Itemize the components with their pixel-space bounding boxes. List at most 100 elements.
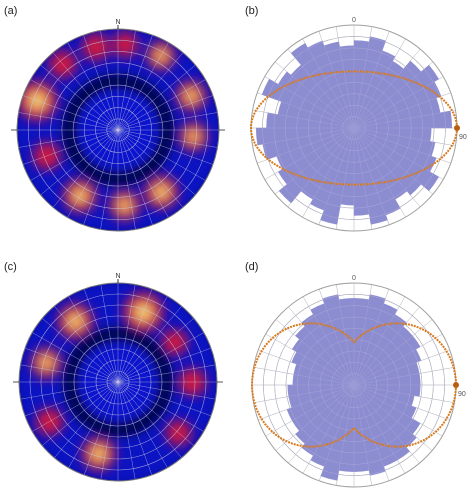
grid-radial bbox=[100, 30, 119, 131]
rose-wedge bbox=[353, 127, 388, 225]
grid-radial bbox=[117, 364, 216, 383]
fit-curve bbox=[249, 70, 458, 186]
panel-d: (d) 0 90 bbox=[237, 250, 474, 500]
rose-grid-overlay-radial bbox=[337, 384, 355, 476]
rose-grid-overlay-radial bbox=[266, 127, 355, 160]
grid-radial bbox=[117, 381, 204, 432]
grid-radial bbox=[40, 129, 119, 196]
grid-radial bbox=[42, 318, 119, 383]
rose-grid-overlay-radial bbox=[353, 353, 441, 386]
panel-label: (c) bbox=[4, 261, 17, 273]
rose-grid-overlay-radial bbox=[266, 96, 355, 129]
rose-grid-overlay-radial bbox=[353, 68, 426, 129]
rose-wedge bbox=[322, 294, 355, 386]
grid-radial bbox=[20, 381, 119, 400]
grid-radial bbox=[117, 129, 218, 148]
angle-label-90: 90 bbox=[458, 391, 466, 398]
panel-label: (d) bbox=[245, 261, 259, 273]
rose-grid-overlay-radial bbox=[263, 368, 355, 386]
rose-grid-overlay-radial bbox=[322, 298, 355, 386]
grid-radial bbox=[52, 52, 119, 131]
rose-grid-overlay-radial bbox=[307, 384, 355, 465]
rose-grid-overlay-radial bbox=[353, 127, 435, 175]
grid-radial bbox=[117, 381, 168, 468]
rose-grid-overlay-radial bbox=[337, 294, 355, 386]
grid-radial bbox=[20, 364, 119, 383]
density-peak bbox=[68, 314, 83, 328]
grid-radial bbox=[30, 79, 119, 131]
grid-radial bbox=[100, 284, 119, 383]
rose-grid-overlay-radial bbox=[353, 305, 401, 386]
grid-radial bbox=[117, 381, 153, 476]
grid-radial bbox=[117, 129, 184, 208]
grid-radial bbox=[117, 381, 212, 417]
grid-radial bbox=[117, 288, 153, 383]
grid-radial bbox=[117, 42, 169, 131]
rose-wedge bbox=[278, 127, 355, 204]
grid-radial bbox=[117, 112, 218, 131]
rose-wedge bbox=[307, 40, 355, 129]
panel-label: (a) bbox=[4, 5, 18, 17]
grid-radial bbox=[23, 95, 119, 131]
rose-grid-overlay-radial bbox=[353, 325, 425, 386]
grid-radial bbox=[67, 42, 119, 131]
rose-grid-overlay-radial bbox=[353, 384, 401, 465]
rose-grid-overlay-radial bbox=[353, 384, 434, 432]
rose-grid-overlay-radial bbox=[353, 127, 446, 145]
rose-grid-overlay-radial bbox=[294, 384, 355, 456]
rose-grid-overlay-radial bbox=[353, 368, 445, 386]
grid-radial bbox=[117, 129, 206, 181]
density-peak bbox=[188, 131, 199, 142]
grid-radial bbox=[32, 332, 119, 383]
rose-grid-overlay-radial bbox=[353, 81, 435, 129]
rose-wedge bbox=[320, 384, 355, 481]
rose-grid-overlay-radial bbox=[267, 384, 355, 417]
rose-grid-overlay-radial bbox=[353, 47, 401, 129]
grid-radial bbox=[18, 129, 119, 148]
rose-grid-overlay-radial bbox=[353, 127, 426, 188]
rose-grid-overlay-radial bbox=[273, 81, 355, 129]
rose-grid-overlay-radial bbox=[322, 127, 355, 216]
grid-radial bbox=[100, 129, 119, 230]
fit-curve bbox=[250, 322, 457, 448]
grid-radial bbox=[24, 381, 119, 417]
grid-radial bbox=[40, 64, 119, 131]
grid-radial bbox=[117, 64, 196, 131]
grid-radial bbox=[117, 318, 194, 383]
rose-grid-overlay-radial bbox=[353, 127, 401, 209]
grid-radial bbox=[117, 381, 182, 458]
rose-grid-overlay-radial bbox=[267, 353, 355, 386]
grid-radial bbox=[54, 306, 119, 383]
grid-radial bbox=[117, 35, 153, 131]
rose-wedge bbox=[353, 81, 442, 129]
grid-radial bbox=[83, 381, 119, 476]
grid-radial bbox=[117, 79, 206, 131]
rose-grid-overlay-radial bbox=[353, 384, 425, 445]
grid-radial bbox=[54, 381, 119, 458]
rose-grid-overlay-radial bbox=[337, 127, 355, 220]
fit-marker bbox=[454, 125, 460, 131]
rose-grid-overlay-radial bbox=[353, 56, 414, 129]
grid-radial bbox=[117, 381, 136, 480]
density-stereonet: N bbox=[13, 273, 223, 482]
rose-grid-overlay-radial bbox=[294, 56, 355, 129]
rose-grid-overlay-radial bbox=[307, 47, 355, 129]
grid-radial bbox=[100, 381, 119, 480]
panel-label: (b) bbox=[245, 5, 259, 17]
grid-radial bbox=[30, 129, 119, 181]
rose-grid-overlay-radial bbox=[262, 111, 355, 129]
grid-radial bbox=[83, 288, 119, 383]
north-label: N bbox=[115, 19, 120, 26]
panel-a: (a) N bbox=[0, 0, 237, 250]
rose-grid-overlay-radial bbox=[353, 298, 386, 386]
grid-radial bbox=[117, 129, 169, 218]
rose-grid-overlay-radial bbox=[262, 127, 355, 145]
rose-grid-overlay-radial bbox=[353, 127, 414, 200]
rose-grid-overlay-radial bbox=[307, 127, 355, 209]
rose-grid-overlay-radial bbox=[283, 325, 355, 386]
rose-wedge bbox=[290, 42, 355, 129]
rose-center bbox=[351, 382, 357, 388]
grid-radial bbox=[117, 95, 213, 131]
rose-grid-overlay-radial bbox=[353, 96, 442, 129]
rose-grid-overlay-radial bbox=[353, 294, 371, 386]
